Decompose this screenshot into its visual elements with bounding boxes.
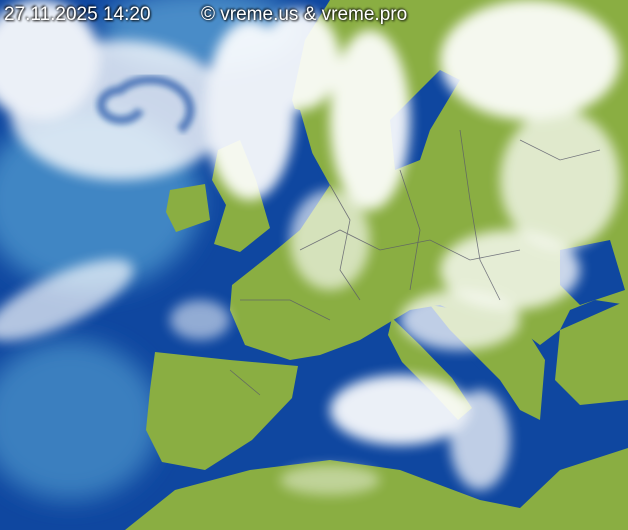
land-ireland	[166, 184, 210, 232]
timestamp-label: 27.11.2025 14:20	[4, 4, 151, 25]
sea-black	[560, 240, 625, 305]
country-borders	[229, 129, 601, 396]
land-iberia	[146, 352, 298, 470]
copyright-label: © vreme.us & vreme.pro	[201, 4, 408, 25]
cyclone-swirl	[96, 75, 195, 134]
land-anatolia	[555, 300, 628, 405]
land-north-africa	[125, 448, 628, 530]
clouds	[0, 0, 620, 495]
